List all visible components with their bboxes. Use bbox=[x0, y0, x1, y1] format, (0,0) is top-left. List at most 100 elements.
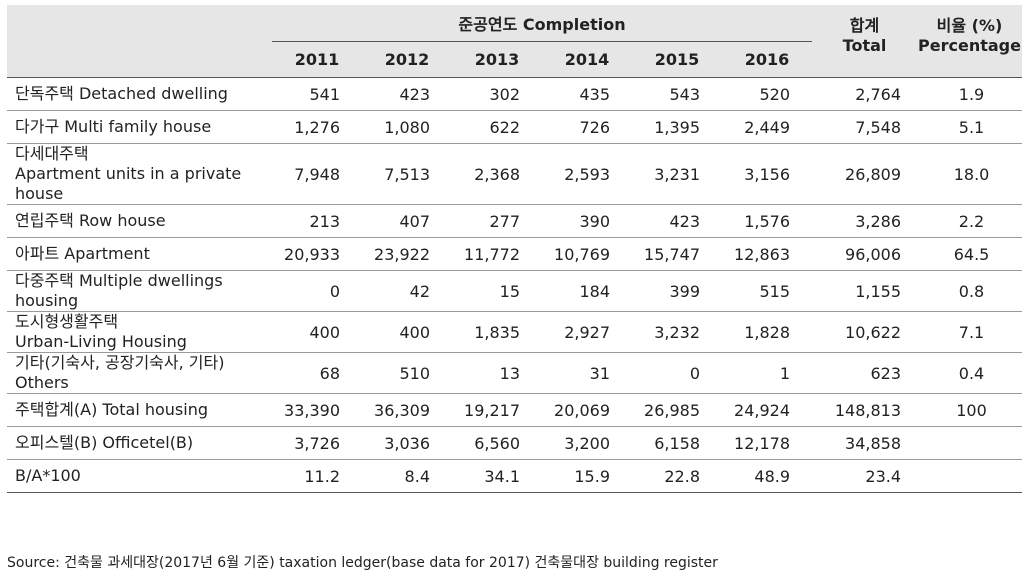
table-row: 다가구 Multi family house 1,276 1,080 622 726 1,… bbox=[7, 110, 1023, 144]
year-value-cell: 390 bbox=[542, 204, 632, 238]
year-value-cell: 36,309 bbox=[362, 393, 452, 427]
total-cell: 26,809 bbox=[812, 143, 918, 205]
year-value-cell: 541 bbox=[272, 77, 362, 111]
year-value-cell: 48.9 bbox=[722, 459, 813, 493]
year-value-cell: 302 bbox=[452, 77, 542, 111]
year-value-cell: 12,863 bbox=[722, 237, 813, 271]
row-label-line: Urban-Living Housing bbox=[15, 332, 187, 351]
year-value-cell: 20,069 bbox=[542, 393, 632, 427]
year-value-cell: 520 bbox=[722, 77, 813, 111]
total-cell: 7,548 bbox=[812, 110, 918, 144]
year-value-cell: 1,276 bbox=[272, 110, 362, 144]
year-value-cell: 3,231 bbox=[632, 143, 722, 205]
year-value-cell: 2,593 bbox=[542, 143, 632, 205]
year-value-cell: 11.2 bbox=[272, 459, 362, 493]
table-row: 주택합계(A) Total housing 33,390 36,309 19,217 2… bbox=[7, 393, 1023, 427]
completion-header: 준공연도 Completion bbox=[272, 5, 813, 42]
year-value-cell: 3,726 bbox=[272, 426, 362, 460]
year-value-cell: 11,772 bbox=[452, 237, 542, 271]
year-value-cell: 33,390 bbox=[272, 393, 362, 427]
year-value-cell: 3,232 bbox=[632, 311, 722, 353]
table-row: 연립주택 Row house 213 407 277 390 423 1,576 3,286 2… bbox=[7, 204, 1023, 238]
year-value-cell: 400 bbox=[362, 311, 452, 353]
row-label: B/A*100 bbox=[7, 459, 272, 493]
percentage-cell: 0.8 bbox=[917, 270, 1023, 312]
year-value-cell: 423 bbox=[632, 204, 722, 238]
year-value-cell: 0 bbox=[272, 270, 362, 312]
year-value-cell: 622 bbox=[452, 110, 542, 144]
row-label: 기타(기숙사, 공장기숙사, 기타) Others bbox=[7, 352, 272, 394]
year-value-cell: 1,835 bbox=[452, 311, 542, 353]
total-cell: 148,813 bbox=[812, 393, 918, 427]
row-label-line: housing bbox=[15, 291, 79, 310]
year-header: 2014 bbox=[542, 41, 632, 78]
year-header: 2015 bbox=[632, 41, 722, 78]
year-value-cell: 34.1 bbox=[452, 459, 542, 493]
row-label: 연립주택 Row house bbox=[7, 204, 272, 238]
percentage-cell bbox=[917, 426, 1023, 460]
percentage-cell: 64.5 bbox=[917, 237, 1023, 271]
year-value-cell: 42 bbox=[362, 270, 452, 312]
total-header-ko: 합계 bbox=[849, 16, 880, 35]
row-label: 다가구 Multi family house bbox=[7, 110, 272, 144]
year-value-cell: 407 bbox=[362, 204, 452, 238]
total-cell: 96,006 bbox=[812, 237, 918, 271]
total-cell: 1,155 bbox=[812, 270, 918, 312]
table-row: 다중주택 Multiple dwellings housing 0 42 15 184 39… bbox=[7, 270, 1023, 312]
year-value-cell: 3,036 bbox=[362, 426, 452, 460]
source-note: Source: 건축물 과세대장(2017년 6월 기준) taxation l… bbox=[7, 555, 718, 571]
percentage-cell: 2.2 bbox=[917, 204, 1023, 238]
percentage-cell: 18.0 bbox=[917, 143, 1023, 205]
total-cell: 34,858 bbox=[812, 426, 918, 460]
row-label-line: 오피스텔(B) Officetel(B) bbox=[15, 433, 194, 452]
table-row: 다세대주택 Apartment units in a private house 7,… bbox=[7, 143, 1023, 205]
year-value-cell: 6,158 bbox=[632, 426, 722, 460]
percentage-cell bbox=[917, 459, 1023, 493]
year-value-cell: 543 bbox=[632, 77, 722, 111]
year-value-cell: 13 bbox=[452, 352, 542, 394]
year-value-cell: 31 bbox=[542, 352, 632, 394]
table-row: 아파트 Apartment 20,933 23,922 11,772 10,769 15,… bbox=[7, 237, 1023, 271]
year-value-cell: 3,200 bbox=[542, 426, 632, 460]
row-label-line: house bbox=[15, 184, 64, 203]
row-label-line: B/A*100 bbox=[15, 466, 81, 485]
row-label-line: Others bbox=[15, 373, 69, 392]
percentage-cell: 100 bbox=[917, 393, 1023, 427]
row-label-line: 연립주택 Row house bbox=[15, 211, 166, 230]
total-cell: 23.4 bbox=[812, 459, 918, 493]
year-value-cell: 2,449 bbox=[722, 110, 813, 144]
total-cell: 2,764 bbox=[812, 77, 918, 111]
year-value-cell: 423 bbox=[362, 77, 452, 111]
table-row: 도시형생활주택 Urban-Living Housing 400 400 1,835 2,… bbox=[7, 311, 1023, 353]
year-header: 2011 bbox=[272, 41, 362, 78]
year-value-cell: 435 bbox=[542, 77, 632, 111]
year-value-cell: 400 bbox=[272, 311, 362, 353]
year-value-cell: 10,769 bbox=[542, 237, 632, 271]
year-value-cell: 515 bbox=[722, 270, 813, 312]
year-value-cell: 19,217 bbox=[452, 393, 542, 427]
total-header: 합계 Total bbox=[812, 5, 918, 78]
row-label-line: 단독주택 Detached dwelling bbox=[15, 84, 228, 103]
row-label-line: 도시형생활주택 bbox=[15, 312, 119, 331]
year-value-cell: 15.9 bbox=[542, 459, 632, 493]
percentage-cell: 1.9 bbox=[917, 77, 1023, 111]
year-value-cell: 15 bbox=[452, 270, 542, 312]
table-row: B/A*100 11.2 8.4 34.1 15.9 22.8 48.9 23.4 bbox=[7, 459, 1023, 493]
year-value-cell: 1,395 bbox=[632, 110, 722, 144]
year-value-cell: 1,576 bbox=[722, 204, 813, 238]
row-label: 다세대주택 Apartment units in a private house bbox=[7, 143, 272, 205]
row-label: 다중주택 Multiple dwellings housing bbox=[7, 270, 272, 312]
row-label: 주택합계(A) Total housing bbox=[7, 393, 272, 427]
year-value-cell: 1,080 bbox=[362, 110, 452, 144]
year-value-cell: 1 bbox=[722, 352, 813, 394]
year-value-cell: 277 bbox=[452, 204, 542, 238]
table-row: 오피스텔(B) Officetel(B) 3,726 3,036 6,560 3,200… bbox=[7, 426, 1023, 460]
year-value-cell: 6,560 bbox=[452, 426, 542, 460]
year-value-cell: 26,985 bbox=[632, 393, 722, 427]
total-header-en: Total bbox=[842, 36, 887, 55]
year-header: 2013 bbox=[452, 41, 542, 78]
row-label: 도시형생활주택 Urban-Living Housing bbox=[7, 311, 272, 353]
year-value-cell: 68 bbox=[272, 352, 362, 394]
year-value-cell: 12,178 bbox=[722, 426, 813, 460]
row-label: 오피스텔(B) Officetel(B) bbox=[7, 426, 272, 460]
